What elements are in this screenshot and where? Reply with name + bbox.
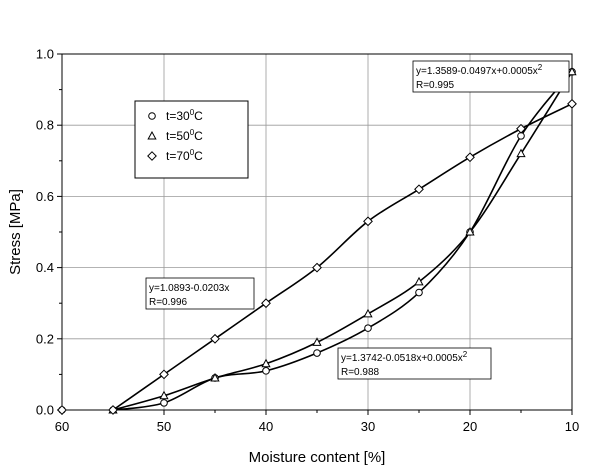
data-point-circle <box>364 324 372 332</box>
data-point-circle <box>160 399 168 407</box>
data-point-diamond <box>159 369 169 380</box>
data-markers <box>57 66 577 415</box>
annotation-1-equation: y=1.3589-0.0497x+0.0005x2 <box>416 63 543 77</box>
x-tick-label: 30 <box>361 419 375 434</box>
annotation-box-3 <box>337 347 492 380</box>
data-point-triangle <box>414 276 424 286</box>
annotation-3-r: R=0.988 <box>341 367 380 378</box>
annotation-2-equation: y=1.0893-0.0203x <box>149 283 229 294</box>
series-line-diamond <box>112 103 573 411</box>
y-tick-label: 0.8 <box>36 118 54 133</box>
data-point-triangle <box>159 390 169 400</box>
fit-curves <box>112 71 573 411</box>
data-point-diamond <box>414 184 424 195</box>
data-point-diamond <box>261 298 271 309</box>
annotation-2-r: R=0.996 <box>149 297 188 308</box>
legend-marker-triangle <box>147 130 157 140</box>
series-line-triangle <box>112 71 573 411</box>
data-point-triangle <box>363 308 373 318</box>
x-axis-label: Moisture content [%] <box>249 449 386 466</box>
y-tick-label: 0.4 <box>36 260 54 275</box>
y-tick-label: 0.2 <box>36 331 54 346</box>
legend-label: t=700C <box>166 148 203 163</box>
data-point-circle <box>313 349 321 357</box>
y-axis-label: Stress [MPa] <box>7 189 24 275</box>
data-point-circle <box>415 288 423 297</box>
legend-label: t=300C <box>166 108 203 123</box>
legend: t=300C t=500C t=700C <box>134 100 249 179</box>
x-tick-label: 40 <box>259 419 273 434</box>
data-point-triangle <box>567 66 577 76</box>
annotation-box-2 <box>145 277 255 310</box>
data-point-diamond <box>567 98 577 109</box>
data-point-diamond <box>57 405 67 415</box>
legend-marker-diamond <box>147 151 157 161</box>
x-tick-label: 20 <box>463 419 477 434</box>
y-tick-label: 1.0 <box>36 47 54 62</box>
data-point-triangle <box>516 148 526 158</box>
y-tick-label: 0.0 <box>36 403 54 418</box>
annotation-2: y=1.0893-0.0203x R=0.996 <box>145 277 255 310</box>
legend-items: t=300C t=500C t=700C <box>147 108 203 163</box>
x-tick-label: 60 <box>55 419 69 434</box>
annotation-box-1 <box>412 60 570 93</box>
annotation-1-r: R=0.995 <box>416 80 455 91</box>
data-point-triangle <box>465 226 475 236</box>
data-point-diamond <box>516 123 526 134</box>
x-tick-label: 10 <box>565 419 579 434</box>
y-tick-label: 0.6 <box>36 189 54 204</box>
data-point-diamond <box>363 216 373 227</box>
data-point-diamond <box>465 152 475 163</box>
legend-marker-circle <box>148 112 156 120</box>
data-point-triangle <box>312 337 322 346</box>
annotation-1: y=1.3589-0.0497x+0.0005x2 R=0.995 <box>412 60 570 93</box>
data-point-diamond <box>312 262 322 273</box>
y-axis-ticks: 0.0 0.2 0.4 0.6 0.8 1.0 <box>36 47 62 418</box>
annotation-3: y=1.3742-0.0518x+0.0005x2 R=0.988 <box>337 347 492 380</box>
data-point-triangle <box>261 358 271 368</box>
data-point-diamond <box>210 333 220 344</box>
series-line-circle <box>112 71 573 411</box>
data-point-triangle <box>210 372 220 382</box>
annotation-3-equation: y=1.3742-0.0518x+0.0005x2 <box>341 350 468 364</box>
legend-label: t=500C <box>166 128 203 143</box>
data-point-circle <box>262 367 270 375</box>
x-tick-label: 50 <box>157 419 171 434</box>
data-point-diamond <box>108 405 118 415</box>
